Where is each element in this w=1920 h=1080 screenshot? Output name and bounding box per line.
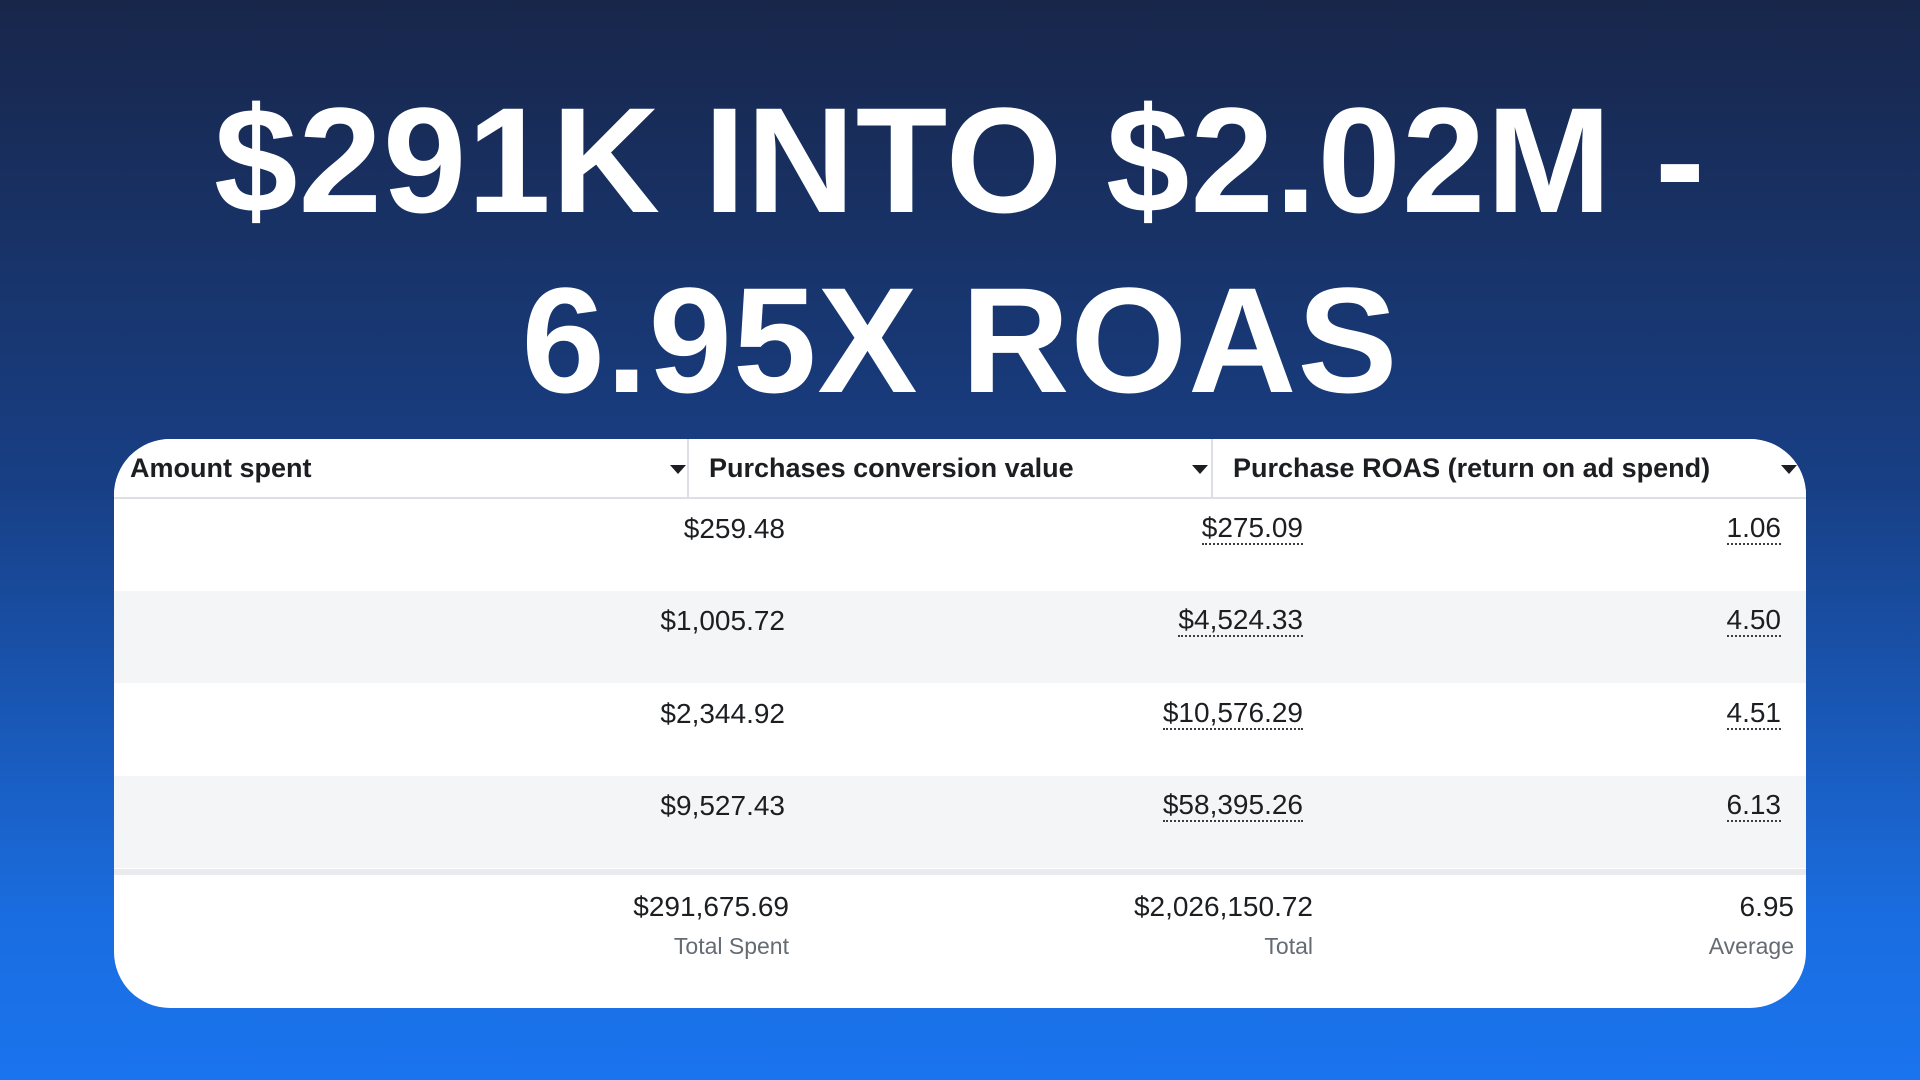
- headline-line-2: 6.95X ROAS: [521, 256, 1399, 424]
- caret-down-icon[interactable]: [1192, 465, 1208, 474]
- column-header-amount-spent[interactable]: Amount spent: [130, 439, 690, 497]
- total-conversion-value: $2,026,150.72: [1133, 891, 1313, 922]
- column-divider: [687, 439, 689, 497]
- column-header-label: Amount spent: [130, 452, 312, 483]
- total-spent-value: $291,675.69: [633, 891, 789, 922]
- amount-spent-cell: $259.48: [683, 513, 785, 544]
- roas-cell[interactable]: 6.13: [1726, 789, 1781, 822]
- table-row: $1,005.72 $4,524.33 4.50: [114, 591, 1806, 683]
- conversion-value-cell[interactable]: $275.09: [1201, 512, 1303, 545]
- column-header-purchases-conversion-value[interactable]: Purchases conversion value: [709, 439, 1214, 497]
- amount-spent-cell: $2,344.92: [660, 698, 785, 729]
- total-conversion-caption: Total: [1264, 933, 1313, 959]
- caret-down-icon[interactable]: [1781, 465, 1797, 474]
- average-roas-caption: Average: [1708, 933, 1794, 959]
- roas-cell[interactable]: 1.06: [1726, 512, 1781, 545]
- headline-line-1: $291K INTO $2.02M -: [214, 76, 1706, 244]
- amount-spent-cell: $1,005.72: [660, 605, 785, 636]
- table-row: $2,344.92 $10,576.29 4.51: [114, 684, 1806, 776]
- amount-spent-cell: $9,527.43: [660, 790, 785, 821]
- ads-results-table: Amount spent Purchases conversion value …: [114, 439, 1806, 1008]
- table-row: $9,527.43 $58,395.26 6.13: [114, 776, 1806, 868]
- conversion-value-cell[interactable]: $58,395.26: [1162, 789, 1303, 822]
- total-spent-caption: Total Spent: [673, 933, 789, 959]
- conversion-value-cell[interactable]: $10,576.29: [1162, 697, 1303, 730]
- roas-cell[interactable]: 4.51: [1726, 697, 1781, 730]
- roas-cell[interactable]: 4.50: [1726, 604, 1781, 637]
- average-roas-value: 6.95: [1739, 891, 1795, 922]
- column-header-label: Purchases conversion value: [709, 452, 1074, 483]
- conversion-value-cell[interactable]: $4,524.33: [1178, 604, 1303, 637]
- column-header-purchase-roas[interactable]: Purchase ROAS (return on ad spend): [1233, 439, 1803, 497]
- column-header-label: Purchase ROAS (return on ad spend): [1233, 452, 1711, 483]
- headline: $291K INTO $2.02M - 6.95X ROAS: [0, 70, 1920, 430]
- totals-divider: [114, 869, 1806, 875]
- column-divider: [1211, 439, 1213, 497]
- table-row: $259.48 $275.09 1.06: [114, 499, 1806, 591]
- caret-down-icon[interactable]: [670, 465, 686, 474]
- table-header: Amount spent Purchases conversion value …: [114, 439, 1806, 499]
